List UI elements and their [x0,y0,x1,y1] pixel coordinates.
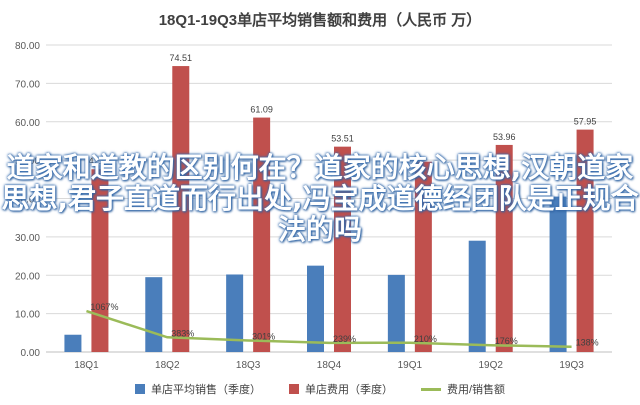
data-label-ratio: 301% [252,331,275,341]
bar-cost [414,161,432,352]
legend-label-sales: 单店平均销售（季度） [150,384,261,396]
x-tick-label: 19Q3 [559,360,584,371]
data-label-cost: 53.96 [493,132,516,142]
chart-title: 18Q1-19Q3单店平均销售额和费用（人民币 万） [158,12,482,29]
bar-sales [307,265,324,352]
y-tick-label: 20.00 [15,271,40,282]
bar-sales [64,334,82,352]
legend-swatch-ratio [420,387,441,391]
y-tick-label: 0.00 [21,348,41,359]
ratio-line [86,309,572,348]
legend-swatch-sales [134,384,145,394]
bar-cost [91,169,109,352]
bar-cost [334,146,351,352]
data-label-ratio: 383% [171,328,194,338]
data-label-cost: 57.95 [574,117,597,127]
bar-sales [549,196,567,352]
legend: 单店平均销售（季度） 单店费用（季度） 费用/销售额 [0,381,640,397]
legend-item-cost: 单店费用（季度） [288,381,393,397]
legend-label-ratio: 费用/销售额 [446,384,506,396]
bar-sales [468,240,486,352]
y-tick-label: 30.00 [15,233,40,244]
data-label-cost: 74.51 [170,53,193,63]
bar-cost [495,144,513,352]
data-label-ratio: 1067% [90,302,118,312]
y-tick-label: 70.00 [15,79,40,90]
data-label-ratio: 239% [333,334,356,344]
y-tick-label: 80.00 [15,41,40,52]
data-label-ratio: 210% [414,334,437,344]
bar-sales [226,274,244,352]
x-tick-label: 18Q2 [155,360,180,371]
data-label-cost: 61.09 [250,105,273,115]
data-label-ratio: 138% [576,338,599,348]
x-tick-label: 18Q1 [74,360,99,371]
legend-label-cost: 单店费用（季度） [304,384,393,396]
legend-swatch-cost [288,384,299,394]
x-tick-label: 19Q1 [398,360,423,371]
legend-item-ratio: 费用/销售额 [420,381,506,397]
x-tick-label: 19Q2 [478,360,503,371]
bar-sales [145,277,163,352]
bar-sales [387,274,405,352]
legend-item-sales: 单店平均销售（季度） [134,381,261,397]
data-label-cost: 53.51 [331,134,354,144]
y-tick-label: 50.00 [15,156,40,167]
bar-cost [172,66,190,352]
bar-cost [576,129,594,352]
bar-cost [253,117,271,352]
x-tick-label: 18Q3 [236,360,261,371]
y-tick-label: 40.00 [15,195,40,206]
data-label-ratio: 176% [495,336,518,346]
x-tick-label: 18Q4 [317,360,342,371]
y-tick-label: 10.00 [15,310,40,321]
y-tick-label: 60.00 [15,118,40,129]
data-label-cost: 47.63 [89,156,112,166]
